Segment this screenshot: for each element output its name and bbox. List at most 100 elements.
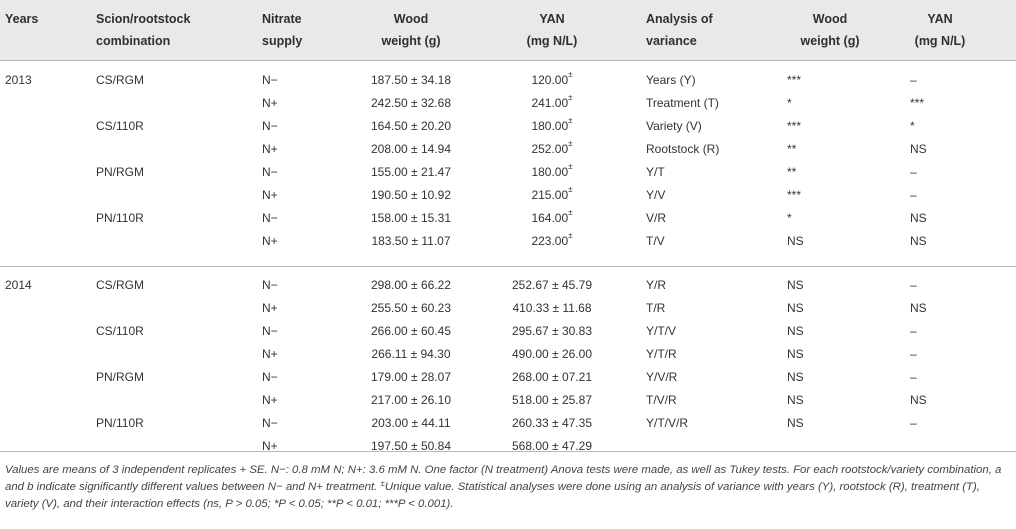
cell-nitrate: N+ <box>262 439 278 453</box>
cell-sig-wood: NS <box>787 393 804 407</box>
cell-sig-wood: NS <box>787 416 804 430</box>
cell-combination: CS/RGM <box>96 278 144 292</box>
cell-wood-weight: 298.00 ± 66.22 <box>371 278 451 292</box>
cell-nitrate: N− <box>262 416 278 430</box>
cell-combination: CS/110R <box>96 324 144 338</box>
cell-wood-weight: 164.50 ± 20.20 <box>371 119 451 133</box>
cell-wood-weight: 155.00 ± 21.47 <box>371 165 451 179</box>
footnote-text-before: Values are means of 3 independent replic… <box>5 464 1002 493</box>
footnote-text-after: Unique value. Statistical analyses were … <box>5 481 980 510</box>
cell-nitrate: N+ <box>262 188 278 202</box>
cell-sig-yan: NS <box>910 301 927 315</box>
cell-sig-wood: NS <box>787 347 804 361</box>
cell-sig-wood: NS <box>787 234 804 248</box>
cell-sig-yan: – <box>910 324 917 338</box>
cell-aov-factor: Y/T <box>646 165 665 179</box>
cell-wood-weight: 183.50 ± 11.07 <box>371 234 451 248</box>
header-combination-line1: Scion/rootstock <box>96 12 191 26</box>
cell-sig-yan: NS <box>910 142 927 156</box>
cell-sig-wood: NS <box>787 324 804 338</box>
cell-yan: 120.00± <box>531 70 573 87</box>
table-row: PN/110R N− 158.00 ± 15.31 164.00± V/R * NS <box>0 208 1016 228</box>
cell-yan: 223.00± <box>531 231 573 248</box>
cell-combination: PN/RGM <box>96 370 144 384</box>
cell-sig-wood: ** <box>787 165 797 179</box>
table-row: N+ 208.00 ± 14.94 252.00± Rootstock (R) ** NS <box>0 139 1016 159</box>
cell-nitrate: N+ <box>262 301 278 315</box>
table-row: 2014 CS/RGM N− 298.00 ± 66.22 252.67 ± 45.79… <box>0 275 1016 295</box>
cell-yan: 260.33 ± 47.35 <box>512 416 592 430</box>
table-row: PN/RGM N− 155.00 ± 21.47 180.00± Y/T ** – <box>0 162 1016 182</box>
cell-nitrate: N− <box>262 370 278 384</box>
unique-value-mark: ± <box>568 139 573 148</box>
cell-sig-yan: NS <box>910 234 927 248</box>
cell-nitrate: N+ <box>262 234 278 248</box>
cell-wood-weight: 187.50 ± 34.18 <box>371 73 451 87</box>
cell-sig-yan: – <box>910 347 917 361</box>
unique-value-mark: ± <box>568 116 573 125</box>
header-combination-line2: combination <box>96 34 171 48</box>
cell-yan: 180.00± <box>531 116 573 133</box>
table-row: N+ 217.00 ± 26.10 518.00 ± 25.87 T/V/R NS NS <box>0 390 1016 410</box>
group-divider <box>0 266 1016 267</box>
cell-wood-weight: 208.00 ± 14.94 <box>371 142 451 156</box>
table-bottom-rule <box>0 451 1016 452</box>
table-row: N+ 242.50 ± 32.68 241.00± Treatment (T) * *** <box>0 93 1016 113</box>
cell-yan: 268.00 ± 07.21 <box>512 370 592 384</box>
cell-yan: 518.00 ± 25.87 <box>512 393 592 407</box>
cell-aov-factor: T/V <box>646 234 665 248</box>
footnote-unique-mark: ± <box>380 479 385 488</box>
cell-yan: 164.00± <box>531 208 573 225</box>
cell-aov-factor: Variety (V) <box>646 119 702 133</box>
cell-sig-yan: – <box>910 188 917 202</box>
cell-wood-weight: 158.00 ± 15.31 <box>371 211 451 225</box>
cell-yan: 252.00± <box>531 139 573 156</box>
cell-aov-factor: Treatment (T) <box>646 96 719 110</box>
header-sig-wood-line1: Wood <box>812 12 848 26</box>
unique-value-mark: ± <box>568 185 573 194</box>
cell-yan: 568.00 ± 47.29 <box>512 439 592 453</box>
cell-nitrate: N+ <box>262 96 278 110</box>
table-row: 2013 CS/RGM N− 187.50 ± 34.18 120.00± Years (… <box>0 70 1016 90</box>
header-sig-wood-line2: weight (g) <box>800 34 860 48</box>
unique-value-mark: ± <box>568 231 573 240</box>
table-row: PN/110R N− 203.00 ± 44.11 260.33 ± 47.35 Y/T… <box>0 413 1016 433</box>
cell-aov-factor: Y/T/V <box>646 324 677 338</box>
cell-combination: PN/110R <box>96 211 144 225</box>
cell-combination: CS/RGM <box>96 73 144 87</box>
header-sig-yan-line1: YAN <box>927 12 953 26</box>
cell-nitrate: N− <box>262 119 278 133</box>
cell-yan: 295.67 ± 30.83 <box>512 324 592 338</box>
cell-yan: 490.00 ± 26.00 <box>512 347 592 361</box>
cell-aov-factor: Y/V/R <box>646 370 678 384</box>
unique-value-mark: ± <box>568 162 573 171</box>
cell-yan: 410.33 ± 11.68 <box>512 301 592 315</box>
header-wood-line1: Wood <box>393 12 429 26</box>
cell-year: 2013 <box>5 73 32 87</box>
cell-sig-yan: – <box>910 73 917 87</box>
table-row: CS/110R N− 266.00 ± 60.45 295.67 ± 30.83 Y/T… <box>0 321 1016 341</box>
cell-sig-yan: NS <box>910 393 927 407</box>
cell-nitrate: N+ <box>262 393 278 407</box>
header-nitrate-line1: Nitrate <box>262 12 302 26</box>
cell-aov-factor: Y/R <box>646 278 667 292</box>
cell-nitrate: N− <box>262 165 278 179</box>
cell-aov-factor: T/R <box>646 301 666 315</box>
cell-aov-factor: T/V/R <box>646 393 677 407</box>
cell-aov-factor: Y/T/V/R <box>646 416 689 430</box>
cell-sig-wood: *** <box>787 119 802 133</box>
header-nitrate-line2: supply <box>262 34 303 48</box>
cell-wood-weight: 190.50 ± 10.92 <box>371 188 451 202</box>
cell-sig-wood: ** <box>787 142 797 156</box>
table-row: N+ 197.50 ± 50.84 568.00 ± 47.29 <box>0 436 1016 456</box>
table-row: PN/RGM N− 179.00 ± 28.07 268.00 ± 07.21 Y/V/… <box>0 367 1016 387</box>
cell-nitrate: N+ <box>262 142 278 156</box>
cell-wood-weight: 255.50 ± 60.23 <box>371 301 451 315</box>
cell-yan: 252.67 ± 45.79 <box>512 278 592 292</box>
cell-aov-factor: Y/V <box>646 188 666 202</box>
cell-sig-wood: NS <box>787 278 804 292</box>
cell-yan: 180.00± <box>531 162 573 179</box>
cell-aov-factor: Years (Y) <box>646 73 696 87</box>
cell-year: 2014 <box>5 278 32 292</box>
unique-value-mark: ± <box>568 208 573 217</box>
